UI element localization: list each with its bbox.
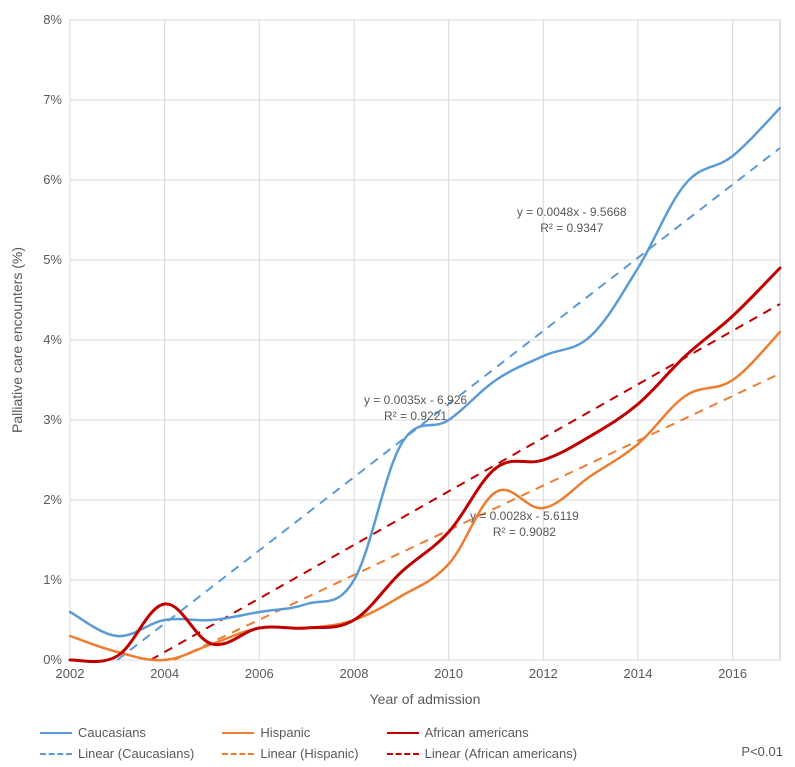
legend-item: Hispanic — [222, 725, 358, 740]
annotation-text: y = 0.0035x - 6.926 — [364, 393, 467, 407]
legend-label: Caucasians — [78, 725, 146, 740]
p-value-label: P<0.01 — [741, 744, 783, 759]
legend-item: Caucasians — [40, 725, 194, 740]
line-chart: 2002 2004 2006 2008 2010 2012 2014 2016 0% 1% 2% 3%… — [0, 0, 795, 767]
svg-text:2016: 2016 — [718, 666, 747, 681]
annotation-text: R² = 0.9082 — [493, 525, 556, 539]
legend-item: Linear (Caucasians) — [40, 746, 194, 761]
svg-text:7%: 7% — [43, 92, 62, 107]
legend-item: African americans — [387, 725, 577, 740]
svg-text:4%: 4% — [43, 332, 62, 347]
legend-swatch — [387, 732, 419, 734]
legend-label: Hispanic — [260, 725, 310, 740]
legend-swatch — [387, 753, 419, 755]
legend-label: Linear (African americans) — [425, 746, 577, 761]
svg-text:Year of admission: Year of admission — [370, 691, 481, 707]
legend-swatch — [222, 732, 254, 734]
svg-text:2010: 2010 — [434, 666, 463, 681]
svg-text:6%: 6% — [43, 172, 62, 187]
annotation-text: R² = 0.9221 — [384, 409, 447, 423]
svg-text:2012: 2012 — [529, 666, 558, 681]
svg-text:Palliative care encounters (%): Palliative care encounters (%) — [9, 247, 25, 433]
annotation-text: y = 0.0028x - 5.6119 — [470, 509, 579, 523]
legend-label: African americans — [425, 725, 529, 740]
legend-item: Linear (Hispanic) — [222, 746, 358, 761]
legend-swatch — [222, 753, 254, 755]
svg-text:0%: 0% — [43, 652, 62, 667]
legend-swatch — [40, 732, 72, 734]
svg-text:2006: 2006 — [245, 666, 274, 681]
svg-text:5%: 5% — [43, 252, 62, 267]
annotation-text: y = 0.0048x - 9.5668 — [517, 205, 627, 219]
legend-label: Linear (Hispanic) — [260, 746, 358, 761]
chart-container: 2002 2004 2006 2008 2010 2012 2014 2016 0% 1% 2% 3%… — [0, 0, 795, 767]
svg-text:8%: 8% — [43, 12, 62, 27]
legend-swatch — [40, 753, 72, 755]
svg-text:2008: 2008 — [340, 666, 369, 681]
svg-text:2002: 2002 — [56, 666, 85, 681]
legend-label: Linear (Caucasians) — [78, 746, 194, 761]
legend-item: Linear (African americans) — [387, 746, 577, 761]
annotation-text: R² = 0.9347 — [540, 221, 603, 235]
legend: Caucasians Hispanic African americans Linea… — [40, 725, 577, 761]
svg-text:2004: 2004 — [150, 666, 179, 681]
svg-text:3%: 3% — [43, 412, 62, 427]
svg-text:2%: 2% — [43, 492, 62, 507]
svg-text:2014: 2014 — [624, 666, 653, 681]
svg-text:1%: 1% — [43, 572, 62, 587]
